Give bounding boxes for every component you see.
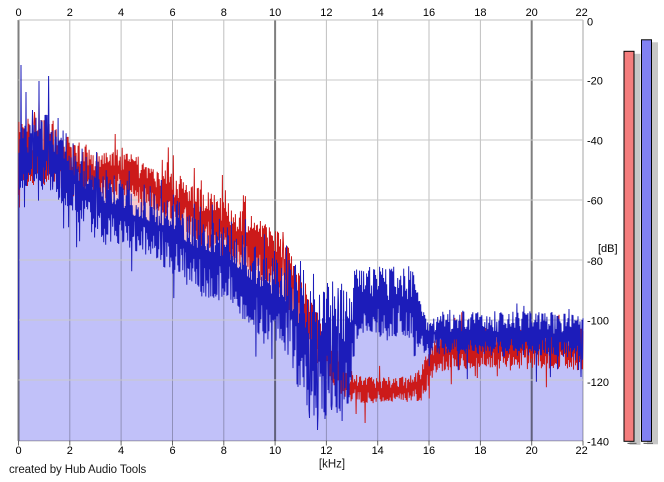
svg-text:0: 0 (15, 7, 21, 19)
svg-text:18: 18 (474, 445, 486, 457)
svg-text:16: 16 (423, 7, 435, 19)
svg-text:18: 18 (474, 7, 486, 19)
svg-text:10: 10 (269, 445, 281, 457)
svg-text:8: 8 (221, 7, 227, 19)
svg-text:2: 2 (67, 7, 73, 19)
svg-text:2: 2 (67, 445, 73, 457)
svg-text:12: 12 (320, 445, 332, 457)
svg-text:4: 4 (118, 445, 124, 457)
svg-text:10: 10 (269, 7, 281, 19)
svg-text:-120: -120 (587, 377, 609, 389)
svg-text:-140: -140 (587, 437, 609, 449)
svg-text:22: 22 (575, 7, 587, 19)
svg-text:6: 6 (169, 445, 175, 457)
svg-text:-40: -40 (587, 136, 603, 148)
svg-text:8: 8 (221, 445, 227, 457)
svg-text:12: 12 (320, 7, 332, 19)
svg-text:14: 14 (372, 7, 384, 19)
svg-text:14: 14 (372, 445, 384, 457)
svg-text:16: 16 (423, 445, 435, 457)
svg-text:[dB]: [dB] (598, 243, 618, 255)
svg-text:-60: -60 (587, 196, 603, 208)
svg-text:4: 4 (118, 7, 124, 19)
svg-text:-20: -20 (587, 76, 603, 88)
svg-text:0: 0 (587, 17, 593, 29)
svg-text:created by Hub Audio Tools: created by Hub Audio Tools (9, 464, 147, 476)
svg-text:20: 20 (526, 445, 538, 457)
svg-text:-100: -100 (587, 316, 609, 328)
svg-text:[kHz]: [kHz] (319, 459, 345, 471)
svg-text:0: 0 (15, 445, 21, 457)
svg-text:20: 20 (526, 7, 538, 19)
svg-text:6: 6 (169, 7, 175, 19)
svg-text:22: 22 (575, 445, 587, 457)
svg-text:-80: -80 (587, 256, 603, 268)
